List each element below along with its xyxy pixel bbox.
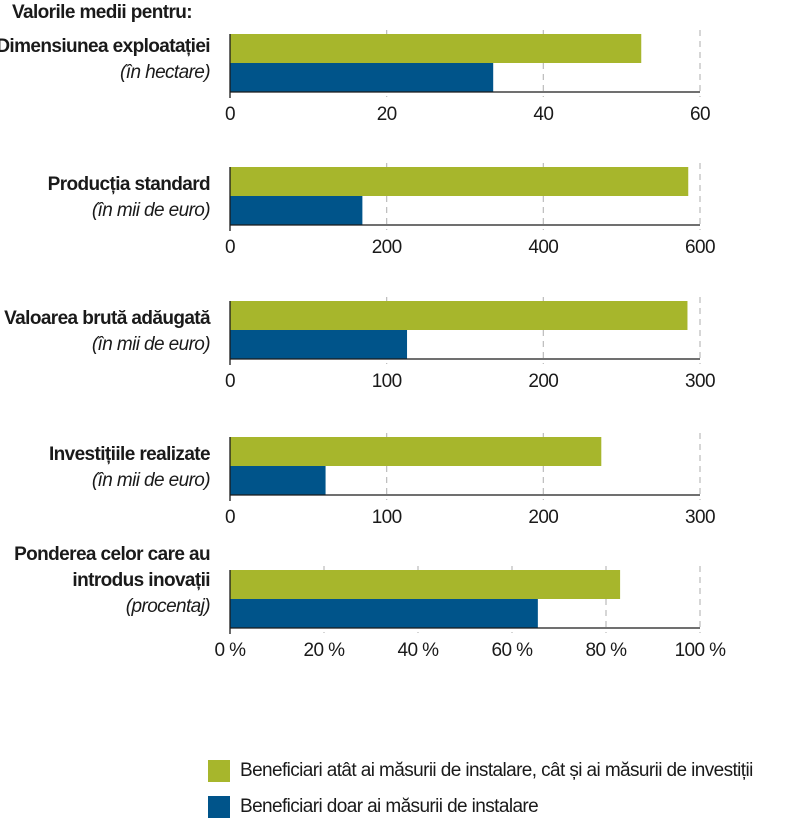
legend-label-installation-only: Beneficiari doar ai măsurii de instalare xyxy=(240,796,539,817)
bar-0-series-1 xyxy=(230,63,494,92)
panel-title-0-line-0: Dimensiunea exploatației xyxy=(0,36,211,57)
legend-swatch-green xyxy=(208,760,230,782)
bar-4-series-0 xyxy=(230,570,621,599)
tick-label-3-2: 200 xyxy=(528,507,558,528)
tick-label-3-0: 0 xyxy=(225,507,235,528)
legend-label-both-measures: Beneficiari atât ai măsurii de instalare… xyxy=(240,760,753,781)
panel-label-2: Valoarea brută adăugată (în mii de euro) xyxy=(0,306,210,358)
panel-title-1-line-0: Producția standard xyxy=(47,174,211,195)
tick-label-2-0: 0 xyxy=(225,371,235,392)
bar-2-series-1 xyxy=(230,330,408,359)
legend: Beneficiari atât ai măsurii de instalare… xyxy=(208,756,753,828)
bar-3-series-1 xyxy=(230,466,326,495)
bar-0-series-0 xyxy=(230,34,642,63)
bar-1-series-1 xyxy=(230,196,363,225)
panel-unit-3: (în mii de euro) xyxy=(91,470,211,491)
tick-label-3-1: 100 xyxy=(372,507,402,528)
panel-unit-0: (în hectare) xyxy=(120,62,211,83)
panel-title-2-line-0: Valoarea brută adăugată xyxy=(4,308,210,329)
panel-unit-1: (în mii de euro) xyxy=(91,200,211,221)
tick-label-0-1: 20 xyxy=(377,104,397,125)
panel-title-3-line-0: Investițiile realizate xyxy=(48,444,211,465)
panel-unit-2: (în mii de euro) xyxy=(91,334,211,355)
tick-label-1-2: 400 xyxy=(528,237,558,258)
bar-2-series-0 xyxy=(230,301,688,330)
tick-label-4-0: 0 % xyxy=(215,640,247,661)
tick-label-2-3: 300 xyxy=(685,371,715,392)
tick-label-0-3: 60 xyxy=(690,104,710,125)
bar-3-series-0 xyxy=(230,437,602,466)
tick-label-4-1: 20 % xyxy=(304,640,346,661)
tick-label-0-0: 0 xyxy=(225,104,235,125)
panel-label-1: Producția standard (în mii de euro) xyxy=(0,172,211,224)
panel-title-4-line-1: introdus inovații xyxy=(72,570,210,591)
tick-label-4-2: 40 % xyxy=(398,640,440,661)
tick-label-3-3: 300 xyxy=(685,507,715,528)
tick-label-2-2: 200 xyxy=(528,371,558,392)
legend-item-installation-only: Beneficiari doar ai măsurii de instalare xyxy=(208,792,753,822)
panel-label-0: Dimensiunea exploatației (în hectare) xyxy=(0,34,211,86)
bar-4-series-1 xyxy=(230,599,538,628)
tick-label-4-3: 60 % xyxy=(492,640,534,661)
chart-header: Valorile medii pentru: xyxy=(12,2,193,23)
bar-1-series-0 xyxy=(230,167,689,196)
tick-label-0-2: 40 xyxy=(533,104,553,125)
panel-unit-4: (procentaj) xyxy=(125,596,211,617)
tick-label-4-5: 100 % xyxy=(675,640,727,661)
tick-label-2-1: 100 xyxy=(372,371,402,392)
panel-title-4-line-0: Ponderea celor care au xyxy=(14,544,211,565)
tick-label-4-4: 80 % xyxy=(586,640,628,661)
panel-label-4: Ponderea celor care au introdus inovații (… xyxy=(0,542,211,620)
tick-label-1-0: 0 xyxy=(225,237,235,258)
tick-label-1-3: 600 xyxy=(685,237,715,258)
tick-label-1-1: 200 xyxy=(372,237,402,258)
panel-label-3: Investițiile realizate (în mii de euro) xyxy=(0,442,211,494)
legend-item-both-measures: Beneficiari atât ai măsurii de instalare… xyxy=(208,756,753,786)
legend-swatch-blue xyxy=(208,796,230,818)
